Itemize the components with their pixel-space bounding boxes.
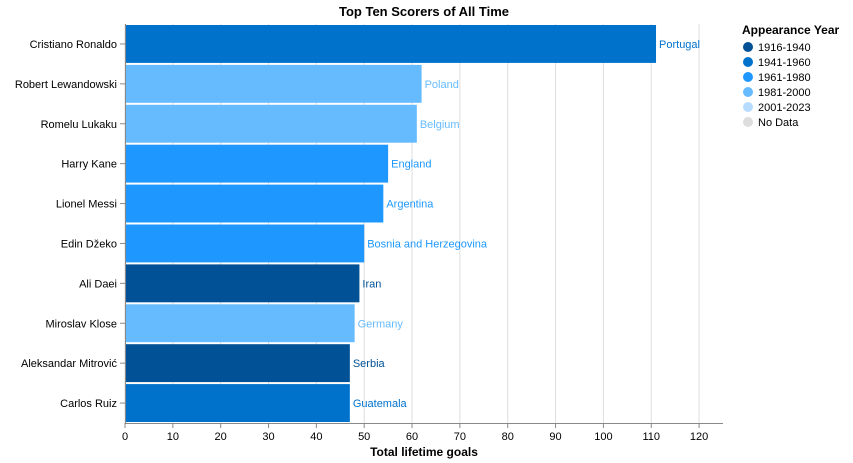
bar bbox=[125, 104, 417, 143]
x-tick-label: 10 bbox=[167, 431, 179, 443]
y-tick-label: Carlos Ruiz bbox=[60, 398, 117, 410]
y-tick-label: Robert Lewandowski bbox=[15, 79, 117, 91]
bar-country-label: Portugal bbox=[659, 39, 700, 51]
x-tick-label: 0 bbox=[122, 431, 128, 443]
x-tick-label: 110 bbox=[642, 431, 660, 443]
chart-title: Top Ten Scorers of All Time bbox=[339, 4, 509, 19]
x-tick-label: 100 bbox=[594, 431, 612, 443]
legend-swatch bbox=[743, 72, 753, 82]
y-tick-label: Aleksandar Mitrović bbox=[21, 358, 117, 370]
y-tick-label: Harry Kane bbox=[61, 159, 117, 171]
y-tick-label: Romelu Lukaku bbox=[41, 119, 117, 131]
legend-swatch bbox=[743, 57, 753, 67]
bars bbox=[125, 25, 657, 422]
legend-entry-label: 1941-1960 bbox=[758, 57, 811, 69]
x-tick-label: 90 bbox=[549, 431, 561, 443]
bar-labels: Portugal Poland Belgium England Argentina Bos… bbox=[353, 39, 700, 410]
bar bbox=[125, 344, 350, 383]
x-tick-label: 20 bbox=[215, 431, 227, 443]
legend-entry-label: 1916-1940 bbox=[758, 42, 811, 54]
legend-swatch bbox=[743, 117, 753, 127]
legend-swatch bbox=[743, 102, 753, 112]
bar bbox=[125, 224, 365, 263]
x-tick-label: 50 bbox=[358, 431, 370, 443]
legend-entry-label: 1961-1980 bbox=[758, 72, 811, 84]
legend: Appearance Year 1916-1940 1941-1960 1961-1… bbox=[742, 23, 840, 129]
x-tick-label: 30 bbox=[262, 431, 274, 443]
bar-country-label: Bosnia and Herzegovina bbox=[367, 238, 488, 250]
y-tick-label: Cristiano Ronaldo bbox=[30, 39, 117, 51]
y-axis: Cristiano Ronaldo Robert Lewandowski Romel… bbox=[15, 24, 126, 423]
y-tick-label: Lionel Messi bbox=[56, 199, 117, 211]
legend-swatch bbox=[743, 42, 753, 52]
bar-country-label: England bbox=[391, 159, 431, 171]
bar-country-label: Poland bbox=[425, 79, 459, 91]
bar-country-label: Guatemala bbox=[353, 398, 408, 410]
x-tick-label: 70 bbox=[454, 431, 466, 443]
bar bbox=[125, 264, 360, 303]
bar-country-label: Iran bbox=[362, 278, 381, 290]
x-tick-label: 40 bbox=[310, 431, 322, 443]
bar bbox=[125, 384, 350, 422]
legend-swatch bbox=[743, 87, 753, 97]
x-tick-label: 120 bbox=[690, 431, 708, 443]
legend-entry-label: No Data bbox=[758, 117, 799, 129]
bar bbox=[125, 184, 384, 223]
bar bbox=[125, 64, 422, 103]
x-axis-title: Total lifetime goals bbox=[370, 445, 478, 459]
bar-country-label: Germany bbox=[358, 318, 404, 330]
y-tick-label: Edin Džeko bbox=[61, 238, 117, 250]
legend-title: Appearance Year bbox=[742, 23, 840, 37]
x-axis: 0 10 20 30 40 50 60 70 80 90 100 110 120 bbox=[122, 423, 723, 443]
x-tick-label: 80 bbox=[502, 431, 514, 443]
legend-entry-label: 2001-2023 bbox=[758, 102, 811, 114]
bar-country-label: Serbia bbox=[353, 358, 386, 370]
bar bbox=[125, 144, 389, 183]
y-tick-label: Ali Daei bbox=[79, 278, 117, 290]
bar bbox=[125, 25, 657, 63]
bar bbox=[125, 304, 355, 343]
x-tick-label: 60 bbox=[406, 431, 418, 443]
y-tick-label: Miroslav Klose bbox=[45, 318, 117, 330]
legend-entry-label: 1981-2000 bbox=[758, 87, 811, 99]
bar-country-label: Argentina bbox=[386, 199, 434, 211]
bar-country-label: Belgium bbox=[420, 119, 460, 131]
